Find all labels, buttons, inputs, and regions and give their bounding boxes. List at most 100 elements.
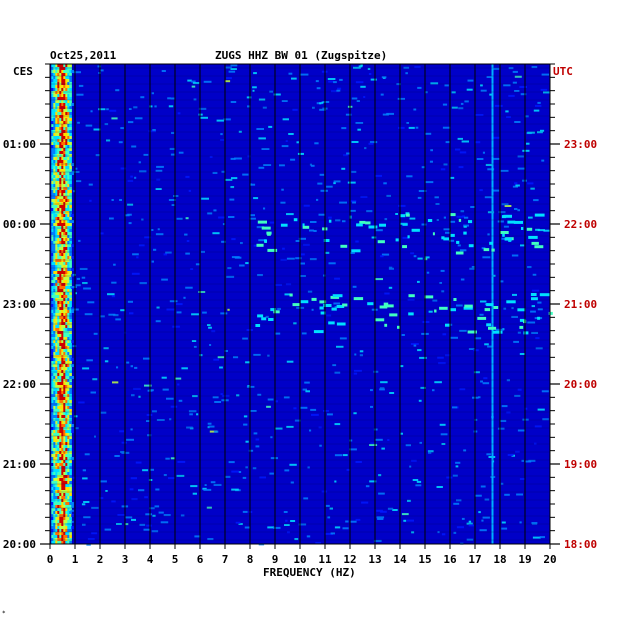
low-frequency-band-cell [59,505,62,508]
low-frequency-band-cell [59,397,62,400]
noise-streak [191,313,199,316]
noise-streak [503,84,511,87]
low-frequency-band-cell [63,130,66,133]
noise-streak [452,406,458,409]
noise-streak [542,418,549,421]
noise-streak [418,399,422,402]
low-frequency-band-cell [59,238,62,241]
noise-streak [192,492,197,495]
noise-streak [72,476,76,479]
low-frequency-band-cell [57,379,60,382]
low-frequency-band-cell [63,331,66,334]
noise-streak [321,490,328,493]
low-frequency-band-cell [67,187,70,190]
low-frequency-band-cell [61,517,64,520]
low-frequency-band-cell [65,337,68,340]
low-frequency-band-cell [65,334,68,337]
low-frequency-band-cell [55,355,58,358]
low-frequency-band-cell [55,385,58,388]
low-frequency-band-cell [65,157,68,160]
noise-streak [246,385,255,388]
low-frequency-band-cell [57,253,60,256]
low-frequency-band-cell [69,91,72,94]
low-frequency-band-cell [53,499,56,502]
low-frequency-band-cell [61,184,64,187]
low-frequency-band-cell [67,106,70,109]
low-frequency-band-cell [51,316,54,319]
low-frequency-band-cell [59,367,62,370]
noise-streak [363,96,366,98]
noise-streak [240,242,243,245]
noise-streak [108,313,116,316]
low-frequency-band-cell [63,76,66,79]
low-frequency-band-cell [55,82,58,85]
low-frequency-band-cell [61,487,64,490]
noise-streak [354,369,362,372]
low-frequency-band-cell [55,511,58,514]
low-frequency-band-cell [67,340,70,343]
low-frequency-band-cell [57,445,60,448]
low-frequency-band-cell [65,439,68,442]
low-frequency-band-cell [57,241,60,244]
low-frequency-band-cell [53,175,56,178]
low-frequency-band-cell [61,523,64,526]
noise-streak [527,266,532,269]
low-frequency-band-cell [59,508,62,511]
broadband-burst-cell [408,294,415,298]
low-frequency-band-cell [51,124,54,127]
low-frequency-band-cell [69,433,72,436]
broadband-burst-cell [328,321,335,325]
low-frequency-band-cell [61,85,64,88]
noise-streak [351,97,358,100]
low-frequency-band-cell [55,514,58,517]
noise-streak [470,206,476,208]
low-frequency-band-cell [59,157,62,160]
low-frequency-band-cell [69,337,72,340]
low-frequency-band-cell [51,499,54,502]
noise-streak [234,157,242,160]
low-frequency-band-cell [57,385,60,388]
low-frequency-band-cell [59,442,62,445]
low-frequency-band-cell [63,193,66,196]
low-frequency-band-cell [59,370,62,373]
low-frequency-band-cell [67,505,70,508]
low-frequency-band-cell [63,232,66,235]
low-frequency-band-cell [65,529,68,532]
low-frequency-band-cell [65,220,68,223]
low-frequency-band-cell [51,250,54,253]
low-frequency-band-cell [51,151,54,154]
broadband-burst-cell [395,238,399,242]
low-frequency-band-cell [67,85,70,88]
broadband-burst-cell [331,307,337,311]
noise-streak [343,154,348,157]
noise-streak [227,308,230,311]
noise-streak [449,239,455,242]
low-frequency-band-cell [61,277,64,280]
low-frequency-band-cell [61,496,64,499]
low-frequency-band-cell [65,238,68,241]
low-frequency-band-cell [63,436,66,439]
noise-streak [525,115,529,118]
noise-streak [377,518,384,520]
low-frequency-band-cell [67,487,70,490]
noise-streak [482,516,490,519]
low-frequency-band-cell [57,373,60,376]
noise-streak [337,87,342,90]
low-frequency-band-cell [61,529,64,532]
low-frequency-band-cell [55,493,58,496]
low-frequency-band-cell [51,328,54,331]
noise-streak [253,432,258,435]
low-frequency-band-cell [53,379,56,382]
low-frequency-band-cell [67,499,70,502]
low-frequency-band-cell [59,214,62,217]
noise-streak [81,503,86,506]
low-frequency-band-cell [57,415,60,418]
low-frequency-band-cell [67,97,70,100]
low-frequency-band-cell [57,169,60,172]
low-frequency-band-cell [69,103,72,106]
low-frequency-band-cell [51,364,54,367]
low-frequency-band-cell [69,139,72,142]
noise-streak [460,210,465,213]
noise-streak [127,203,134,206]
low-frequency-band-cell [59,244,62,247]
